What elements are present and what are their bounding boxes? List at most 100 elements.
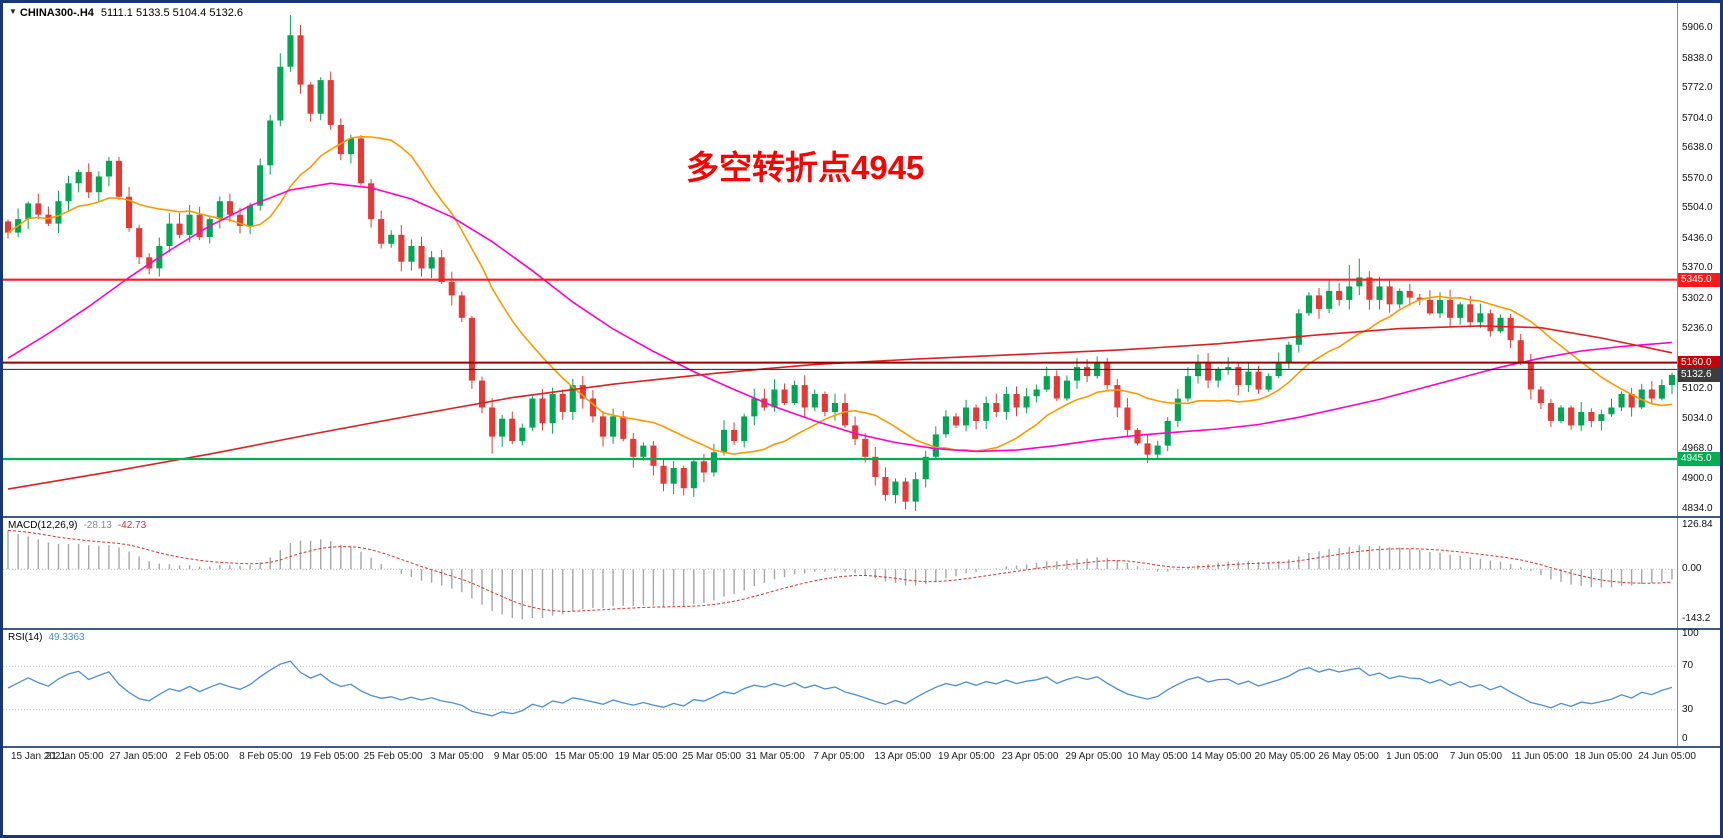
time-axis[interactable]: 15 Jan 2021 21 Jan 05:00 27 Jan 05:00 2 Feb… xyxy=(3,748,1720,766)
price-axis[interactable]: 5906.0 5838.0 5772.0 5704.0 5638.0 5570.0 5504… xyxy=(1677,3,1720,516)
candle xyxy=(428,251,435,278)
candle xyxy=(559,389,566,420)
candle xyxy=(388,230,395,248)
candle xyxy=(247,202,254,235)
candle xyxy=(1316,288,1323,319)
candle xyxy=(1235,362,1242,396)
time-axis-label: 15 Mar 05:00 xyxy=(554,751,614,762)
candle xyxy=(519,423,526,446)
price-badge[interactable]: 5160.0 xyxy=(1678,355,1720,370)
rsi-axis-label: 100 xyxy=(1682,628,1699,639)
rsi-line xyxy=(7,660,1673,717)
rsi-axis-label: 70 xyxy=(1682,660,1694,672)
candle xyxy=(579,376,586,409)
price-axis-label: 5638.0 xyxy=(1682,142,1713,154)
price-axis-label: 5570.0 xyxy=(1682,172,1713,184)
candle xyxy=(811,389,818,412)
candle xyxy=(237,207,244,234)
price-axis-label: 5236.0 xyxy=(1682,322,1713,334)
candle xyxy=(479,376,486,414)
time-axis-label: 31 Mar 05:00 xyxy=(745,751,805,762)
candle xyxy=(902,477,909,510)
price-axis-label: 4968.0 xyxy=(1682,442,1713,454)
candle xyxy=(196,206,203,241)
candle xyxy=(1467,295,1474,328)
candle xyxy=(1285,341,1292,369)
time-axis-label: 26 May 05:00 xyxy=(1318,751,1379,762)
candle xyxy=(509,411,516,445)
macd-axis[interactable]: 126.84 0.00 -143.2 xyxy=(1677,518,1720,628)
candle xyxy=(1346,264,1353,310)
candle xyxy=(1537,386,1544,410)
candle xyxy=(801,375,808,418)
price-axis-label: 4834.0 xyxy=(1682,502,1713,514)
price-axis-label: 5906.0 xyxy=(1682,22,1713,34)
time-axis-label: 29 Apr 05:00 xyxy=(1065,751,1123,762)
price-axis-label: 4900.0 xyxy=(1682,473,1713,485)
annotation-text[interactable]: 多空转折点4945 xyxy=(686,149,925,186)
candle xyxy=(15,208,22,238)
panel-resize-handle[interactable] xyxy=(3,628,1720,630)
candle xyxy=(1487,309,1494,337)
candle xyxy=(973,404,980,430)
rsi-axis[interactable]: 100 70 30 0 xyxy=(1677,628,1720,746)
price-badge[interactable]: 4945.0 xyxy=(1678,452,1720,467)
candle xyxy=(690,458,697,497)
candle xyxy=(942,410,949,438)
candle xyxy=(741,413,748,448)
bottom-margin xyxy=(3,766,1720,835)
candle xyxy=(1648,381,1655,404)
price-badge[interactable]: 5132.6 xyxy=(1678,367,1720,382)
time-axis-label: 7 Jun 05:00 xyxy=(1449,751,1503,762)
macd-chart-canvas[interactable] xyxy=(3,518,1677,628)
price-chart-canvas[interactable] xyxy=(3,3,1677,516)
candle xyxy=(620,411,627,442)
candle xyxy=(549,387,556,434)
candle xyxy=(115,157,122,200)
time-axis-label: 21 Jan 05:00 xyxy=(45,751,104,762)
candle xyxy=(963,399,970,432)
candle xyxy=(1205,353,1212,389)
candle xyxy=(347,134,354,164)
rsi-chart-canvas[interactable] xyxy=(3,630,1677,746)
price-axis-label: 5838.0 xyxy=(1682,52,1713,64)
macd-panel: 126.84 0.00 -143.2 MACD(12,26,9) -28.13 -42.… xyxy=(3,518,1720,628)
chart-header: ▼ CHINA300-.H4 5111.1 5133.5 5104.4 5132.6 xyxy=(9,7,243,19)
candle xyxy=(216,196,223,229)
candle xyxy=(539,388,546,431)
candle xyxy=(1356,258,1363,296)
candle xyxy=(1013,386,1020,417)
price-axis-label: 5034.0 xyxy=(1682,413,1713,425)
candle xyxy=(680,465,687,496)
candle xyxy=(95,171,102,202)
candle xyxy=(438,250,445,285)
candle xyxy=(458,291,465,322)
candle xyxy=(600,411,607,447)
candle xyxy=(176,213,183,239)
panel-resize-handle[interactable] xyxy=(3,516,1720,518)
price-badge[interactable]: 5345.0 xyxy=(1678,272,1720,287)
rsi-axis-label: 30 xyxy=(1682,703,1694,715)
panel-resize-handle[interactable] xyxy=(3,746,1720,748)
candle xyxy=(267,114,274,175)
candle xyxy=(398,224,405,272)
candle xyxy=(781,383,788,406)
candle xyxy=(660,459,667,492)
candle xyxy=(529,395,536,431)
candle xyxy=(489,398,496,454)
time-axis-label: 19 Mar 05:00 xyxy=(618,751,678,762)
candle xyxy=(226,193,233,222)
candle xyxy=(1658,379,1665,401)
time-axis-label: 2 Feb 05:00 xyxy=(175,751,229,762)
candle xyxy=(1326,280,1333,313)
price-axis-label: 5102.0 xyxy=(1682,382,1713,394)
candle xyxy=(1386,279,1393,313)
candle xyxy=(1608,398,1615,417)
candle xyxy=(630,433,637,468)
candle xyxy=(85,163,92,198)
candle xyxy=(670,461,677,494)
time-axis-label: 14 May 05:00 xyxy=(1190,751,1252,762)
time-axis-label: 25 Mar 05:00 xyxy=(682,751,742,762)
symbol-triangle-icon[interactable]: ▼ xyxy=(9,7,17,16)
time-axis-label: 24 Jun 05:00 xyxy=(1638,751,1696,762)
